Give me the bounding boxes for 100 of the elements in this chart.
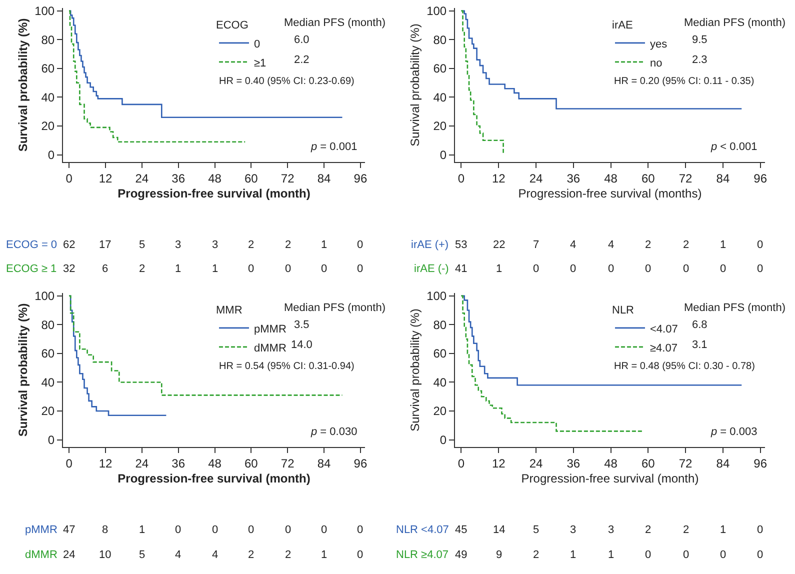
y-axis-title: Survival probability (%) — [16, 303, 30, 437]
legend-title: irAE — [612, 19, 633, 32]
legend-label: yes — [650, 38, 668, 50]
legend-title: ECOG — [216, 19, 248, 32]
annotation: 6.0 — [294, 34, 310, 46]
text: NLR ≥4.07 — [396, 549, 449, 561]
x-tick-label: 60 — [641, 171, 656, 186]
x-axis-title: Progression-free survival (month) — [521, 471, 699, 486]
y-tick-label: 0 — [440, 433, 447, 447]
x-tick-label: 60 — [641, 456, 656, 470]
x-tick-label: 72 — [280, 456, 295, 470]
x-tick-label: 96 — [754, 456, 768, 470]
legend-label: ≥1 — [254, 57, 266, 70]
text: NLR <4.07 — [396, 524, 449, 536]
y-tick-label: 40 — [41, 90, 55, 104]
annotation: Median PFS (month) — [284, 17, 386, 29]
text: 24 10 5 4 4 2 2 1 0 — [63, 549, 364, 561]
y-tick-label: 0 — [48, 433, 55, 447]
annotation: 6.8 — [692, 319, 708, 331]
y-tick-label: 80 — [433, 32, 447, 47]
legend-title: NLR — [612, 304, 634, 316]
y-axis-title: Survival probability (%) — [408, 24, 422, 146]
x-tick-label: 24 — [135, 171, 149, 186]
text: 47 8 1 0 0 0 0 0 0 — [63, 524, 364, 536]
text: 53 22 7 4 4 2 2 1 0 — [455, 239, 764, 251]
annotation: HR = 0.40 (95% CI: 0.23-0.69) — [219, 76, 354, 87]
x-axis-title: Progression-free survival (months) — [518, 186, 702, 200]
x-tick-label: 12 — [98, 171, 112, 186]
x-tick-label: 72 — [678, 171, 693, 186]
annotation: HR = 0.54 (95% CI: 0.31-0.94) — [219, 361, 354, 372]
y-tick-label: 100 — [34, 4, 55, 18]
x-tick-label: 72 — [280, 171, 295, 186]
x-tick-label: 48 — [604, 456, 618, 470]
x-tick-label: 12 — [98, 456, 112, 470]
y-tick-label: 100 — [426, 289, 447, 304]
legend-label: <4.07 — [650, 323, 678, 336]
x-axis-title: Progression-free survival (month) — [118, 471, 310, 486]
y-tick-label: 60 — [41, 62, 55, 76]
annotation: p = 0.001 — [310, 141, 358, 153]
annotation: 3.1 — [692, 339, 708, 351]
annotation: p = 0.030 — [310, 426, 358, 438]
y-tick-label: 80 — [41, 32, 55, 47]
annotation: Median PFS (month) — [684, 17, 786, 29]
x-tick-label: 0 — [458, 456, 465, 470]
x-tick-label: 48 — [604, 171, 618, 186]
x-tick-label: 0 — [66, 171, 73, 186]
x-tick-label: 12 — [492, 456, 506, 470]
text: irAE (-) — [414, 263, 449, 275]
annotation: p < 0.001 — [710, 141, 758, 153]
annotation: 9.5 — [692, 34, 708, 46]
y-tick-label: 20 — [41, 404, 55, 418]
x-tick-label: 96 — [754, 171, 768, 186]
x-tick-label: 60 — [244, 171, 258, 186]
y-tick-label: 40 — [433, 375, 447, 390]
text: ECOG = 0 — [6, 239, 58, 251]
y-tick-label: 80 — [433, 318, 447, 332]
y-axis-title: Survival probability (%) — [408, 308, 422, 432]
x-tick-label: 24 — [529, 171, 544, 186]
annotation: HR = 0.20 (95% CI: 0.11 - 0.35) — [614, 76, 754, 87]
y-tick-label: 100 — [426, 4, 447, 18]
x-tick-label: 0 — [458, 171, 465, 186]
text: 49 9 2 1 1 0 0 0 0 — [455, 549, 764, 561]
text: 62 17 5 3 3 2 2 1 0 — [63, 239, 364, 251]
x-tick-label: 84 — [716, 171, 730, 186]
x-tick-label: 48 — [208, 171, 222, 186]
legend-label: dMMR — [254, 342, 286, 354]
annotation: 2.3 — [692, 54, 708, 66]
annotation: 14.0 — [291, 339, 312, 351]
text: 45 14 5 3 3 2 2 1 0 — [455, 524, 764, 536]
annotation: HR = 0.48 (95% CI: 0.30 - 0.78) — [614, 361, 755, 372]
x-tick-label: 72 — [678, 456, 693, 470]
annotation: Median PFS (month) — [284, 302, 386, 314]
text: ECOG ≥ 1 — [6, 263, 57, 275]
y-tick-label: 0 — [48, 148, 55, 162]
legend-label: no — [650, 57, 662, 70]
x-tick-label: 84 — [716, 456, 730, 470]
text: 32 6 2 1 1 0 0 0 0 — [63, 263, 364, 275]
legend-label: 0 — [254, 38, 260, 50]
text: 41 1 0 0 0 0 0 0 0 — [455, 263, 764, 275]
y-tick-label: 80 — [41, 318, 55, 332]
x-tick-label: 24 — [135, 456, 149, 470]
y-tick-label: 40 — [433, 90, 447, 104]
y-tick-label: 60 — [433, 346, 447, 361]
x-tick-label: 12 — [492, 171, 506, 186]
annotation: Median PFS (month) — [684, 302, 786, 314]
text: dMMR — [25, 549, 58, 561]
text: pMMR — [25, 524, 58, 536]
y-tick-label: 40 — [41, 375, 55, 390]
legend-label: ≥4.07 — [650, 342, 678, 354]
legend-label: pMMR — [254, 323, 286, 336]
legend-title: MMR — [216, 304, 242, 316]
text: irAE (+) — [411, 239, 449, 251]
x-tick-label: 84 — [317, 171, 332, 186]
x-tick-label: 48 — [208, 456, 222, 470]
x-tick-label: 96 — [354, 456, 368, 470]
y-tick-label: 60 — [41, 346, 55, 361]
x-tick-label: 24 — [529, 456, 544, 470]
annotation: 2.2 — [294, 54, 310, 66]
y-tick-label: 20 — [41, 119, 55, 134]
annotation: 3.5 — [294, 319, 310, 331]
